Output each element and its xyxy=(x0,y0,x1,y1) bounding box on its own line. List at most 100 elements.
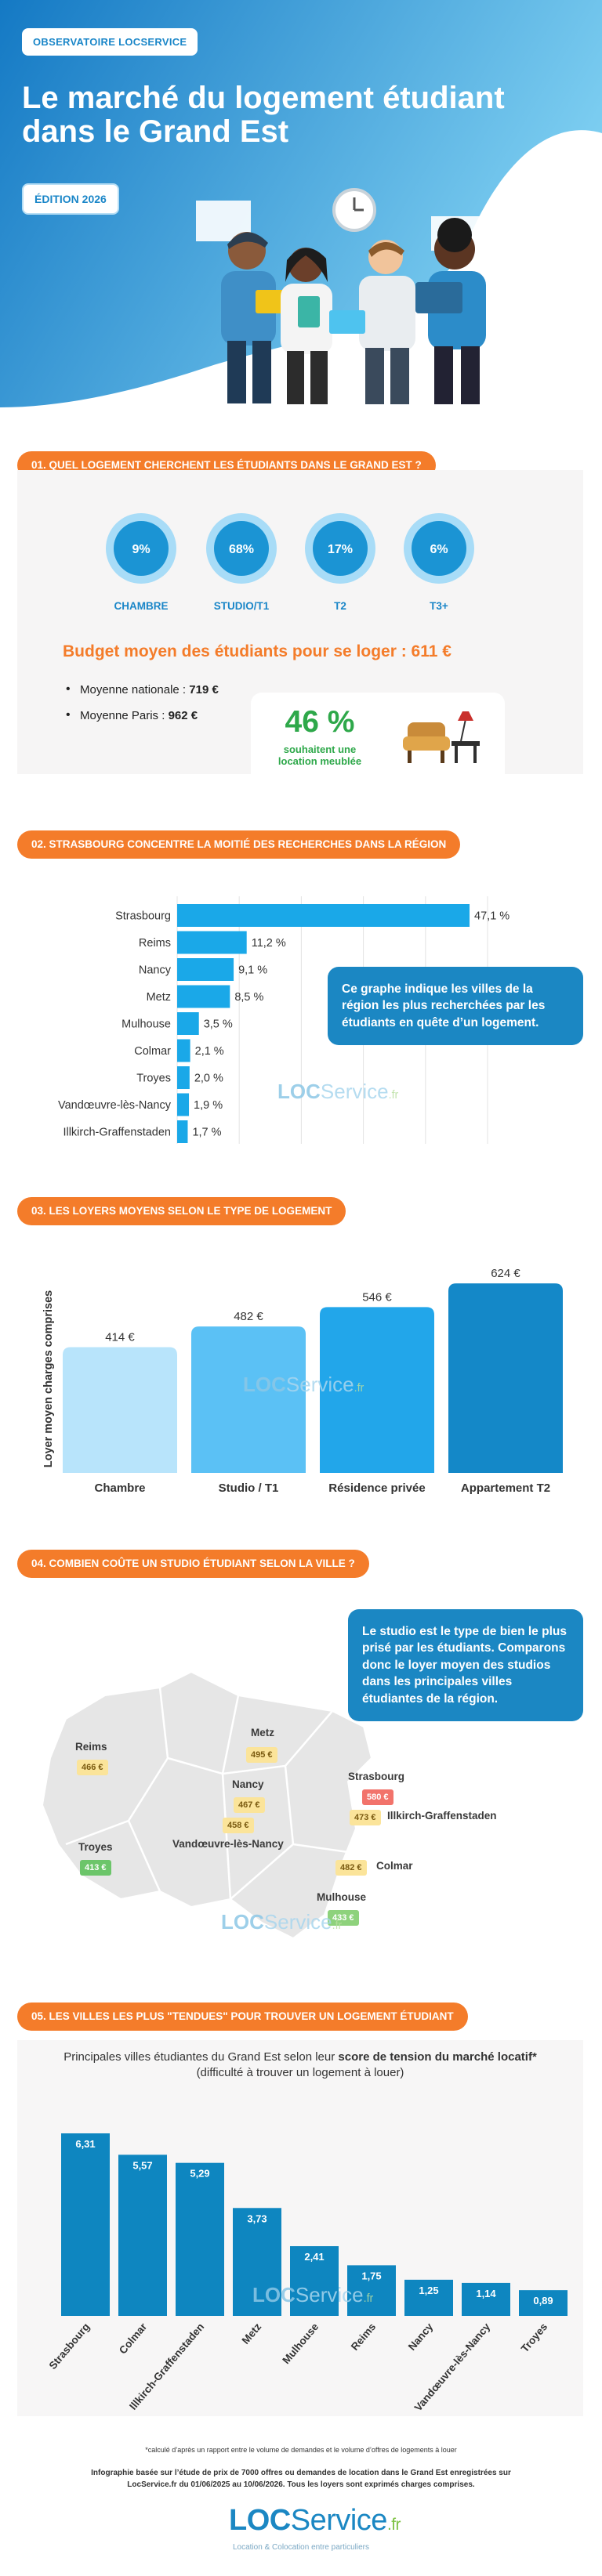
section-2-callout: Ce graphe indique les villes de la régio… xyxy=(328,967,583,1046)
bar-value-label: 2,41 xyxy=(304,2251,324,2263)
budget-item-value: 719 € xyxy=(189,683,219,696)
bar xyxy=(177,1120,188,1143)
bar xyxy=(177,931,247,954)
locservice-watermark: LOCService.fr xyxy=(277,1080,399,1103)
students-illustration xyxy=(196,188,502,404)
bar xyxy=(448,1283,563,1473)
bar-value-label: 0,89 xyxy=(533,2295,553,2306)
bar-value-label: 482 € xyxy=(234,1310,263,1323)
donut-t2: 17% xyxy=(305,513,375,584)
map-city-nancy: Nancy xyxy=(232,1778,264,1790)
city-label: Nancy xyxy=(139,964,172,977)
bar xyxy=(177,1039,190,1062)
bar xyxy=(61,2133,110,2316)
bar xyxy=(177,1066,190,1089)
furniture-illustration xyxy=(403,711,480,763)
bar-value-label: 2,1 % xyxy=(195,1045,224,1058)
donut-value: 68% xyxy=(229,543,254,556)
city-label: Mulhouse xyxy=(121,1018,171,1031)
page-title: Le marché du logement étudiant dans le G… xyxy=(22,81,571,149)
bar xyxy=(519,2290,568,2316)
city-label: Strasbourg xyxy=(115,910,171,923)
bar xyxy=(191,1326,306,1473)
observatory-badge: OBSERVATOIRE LOCSERVICE xyxy=(22,28,198,56)
logo-tagline: Location & Colocation entre particuliers xyxy=(233,2543,369,2552)
bar xyxy=(233,2208,281,2316)
tension-footnote: *calculé d’après un rapport entre le vol… xyxy=(145,2446,457,2454)
map-price-strasbourg: 580 € xyxy=(362,1789,393,1805)
category-label: Résidence privée xyxy=(328,1482,425,1495)
bar-value-label: 1,7 % xyxy=(192,1127,221,1139)
map-price-colmar: 482 € xyxy=(335,1860,367,1876)
category-label: Strasbourg xyxy=(47,2321,92,2372)
donut-label-t3: T3+ xyxy=(430,600,448,612)
budget-title: Budget moyen des étudiants pour se loger… xyxy=(63,642,452,660)
bar xyxy=(290,2246,339,2316)
locservice-watermark: LOCService.fr xyxy=(252,2283,374,2306)
city-label: Troyes xyxy=(136,1073,171,1085)
map-city-vandoeuvre: Vandœuvre-lès-Nancy xyxy=(172,1838,284,1850)
section-3-heading: 03. LES LOYERS MOYENS SELON LE TYPE DE L… xyxy=(17,1197,346,1225)
search-share-chart: Strasbourg 47,1 % Reims 11,2 % Nancy 9,1 % Met… xyxy=(58,896,510,1144)
donut-studio: 68% xyxy=(206,513,277,584)
bar-value-label: 5,57 xyxy=(132,2159,152,2171)
bar xyxy=(320,1307,434,1473)
bar-value-label: 5,29 xyxy=(190,2168,209,2180)
map-price-vandoeuvre: 458 € xyxy=(223,1818,254,1833)
city-label: Illkirch-Graffenstaden xyxy=(63,1127,171,1139)
bar xyxy=(177,1012,199,1035)
section-5-heading: 05. LES VILLES LES PLUS "TENDUES" POUR T… xyxy=(17,2003,468,2031)
title-line-2: dans le Grand Est xyxy=(22,114,289,150)
category-label: Nancy xyxy=(406,2321,436,2353)
category-label: Troyes xyxy=(519,2321,549,2354)
category-label: Studio / T1 xyxy=(219,1482,279,1495)
section-4-callout: Le studio est le type de bien le plus pr… xyxy=(348,1609,583,1721)
bar xyxy=(404,2279,453,2316)
donut-label-chambre: CHAMBRE xyxy=(114,600,169,612)
budget-item-national: Moyenne nationale : 719 € xyxy=(63,682,219,696)
map-city-colmar: Colmar xyxy=(376,1860,413,1872)
map-price-nancy: 467 € xyxy=(234,1797,265,1813)
y-axis-label: Loyer moyen charges comprises xyxy=(42,1290,55,1467)
category-label: Appartement T2 xyxy=(461,1482,550,1495)
category-label: Mulhouse xyxy=(280,2321,321,2366)
title-line-1: Le marché du logement étudiant xyxy=(22,81,505,115)
section-5-subtitle: Principales villes étudiantes du Grand E… xyxy=(63,2050,537,2080)
map-price-reims: 466 € xyxy=(77,1760,108,1775)
locservice-watermark: LOCService.fr xyxy=(243,1373,364,1396)
budget-item-paris: Moyenne Paris : 962 € xyxy=(63,708,219,722)
donut-t3: 6% xyxy=(404,513,474,584)
map-city-mulhouse: Mulhouse xyxy=(317,1891,366,1903)
category-label: Metz xyxy=(240,2321,264,2346)
donut-chambre: 9% xyxy=(106,513,176,584)
bar-value-label: 546 € xyxy=(362,1290,392,1304)
bar xyxy=(118,2155,167,2316)
map-city-strasbourg: Strasbourg xyxy=(348,1771,405,1782)
bar-value-label: 414 € xyxy=(105,1330,135,1344)
edition-badge: ÉDITION 2026 xyxy=(22,183,119,215)
furnished-percentage: 46 % xyxy=(285,705,355,739)
furnished-text: souhaitent une location meublée xyxy=(277,743,362,767)
budget-item-label: Moyenne Paris : xyxy=(80,709,169,722)
bar-value-label: 3,73 xyxy=(247,2212,267,2224)
map-price-metz: 495 € xyxy=(246,1747,277,1763)
bar-value-label: 1,25 xyxy=(419,2285,438,2296)
grand-est-map xyxy=(41,1670,373,1940)
tension-score-chart: 6,31Strasbourg5,57Colmar5,29Illkirch-Gra… xyxy=(47,2133,568,2414)
bar-value-label: 1,9 % xyxy=(194,1099,223,1112)
bar-value-label: 9,1 % xyxy=(238,964,267,977)
city-label: Vandœuvre-lès-Nancy xyxy=(58,1099,172,1112)
budget-item-value: 962 € xyxy=(168,709,198,722)
map-city-troyes: Troyes xyxy=(78,1841,113,1853)
bar xyxy=(347,2265,396,2316)
bar-value-label: 11,2 % xyxy=(252,937,286,950)
hero-background xyxy=(0,0,602,407)
bar xyxy=(462,2282,510,2316)
bar xyxy=(63,1347,177,1473)
hero-header: OBSERVATOIRE LOCSERVICE Le marché du log… xyxy=(0,0,602,415)
map-city-illkirch: Illkirch-Graffenstaden xyxy=(387,1810,497,1822)
category-label: Colmar xyxy=(117,2321,150,2357)
section-4-heading: 04. COMBIEN COÛTE UN STUDIO ÉTUDIANT SEL… xyxy=(17,1550,369,1578)
map-city-metz: Metz xyxy=(251,1727,274,1738)
bar-value-label: 3,5 % xyxy=(204,1018,233,1031)
